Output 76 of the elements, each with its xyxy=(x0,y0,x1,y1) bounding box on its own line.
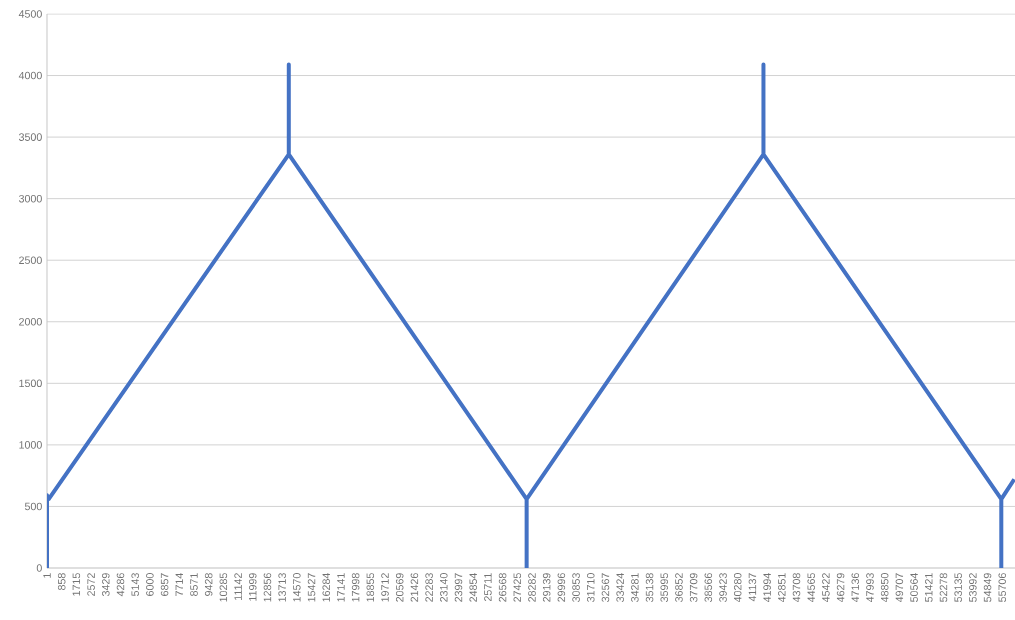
x-tick-label: 38566 xyxy=(704,573,713,602)
x-tick-label: 29996 xyxy=(557,573,566,602)
x-tick-label: 41994 xyxy=(763,573,771,603)
x-tick-label: 2572 xyxy=(87,573,95,596)
x-tick-label: 14570 xyxy=(293,573,301,602)
x-tick-label: 34281 xyxy=(631,573,639,602)
x-tick-label: 4286 xyxy=(116,573,125,597)
x-tick-label: 6857 xyxy=(160,573,169,596)
x-tick-label: 54849 xyxy=(983,573,992,602)
x-tick-label: 8571 xyxy=(190,573,198,596)
x-tick-label: 24854 xyxy=(469,573,477,602)
y-tick-label: 1000 xyxy=(19,441,42,449)
x-tick-label: 3429 xyxy=(102,573,110,597)
x-tick-label: 35995 xyxy=(660,573,669,602)
x-tick-label: 39423 xyxy=(719,573,727,602)
x-tick-label: 47136 xyxy=(851,573,860,603)
x-tick-label: 51421 xyxy=(924,573,933,602)
x-tick-label: 43708 xyxy=(792,573,801,603)
x-tick-label: 40280 xyxy=(733,573,742,603)
x-tick-label: 31710 xyxy=(586,573,595,602)
x-tick-label: 53135 xyxy=(954,573,962,602)
x-tick-label: 11142 xyxy=(234,573,242,600)
x-tick-label: 10285 xyxy=(219,573,228,602)
y-tick-label: 4500 xyxy=(18,10,42,18)
x-tick-label: 47993 xyxy=(866,573,874,603)
x-tick-label: 16284 xyxy=(322,573,331,602)
x-tick-label: 9428 xyxy=(204,573,213,596)
x-tick-label: 26568 xyxy=(498,573,507,602)
y-tick-label: 2500 xyxy=(19,256,42,264)
y-tick-label: 3500 xyxy=(18,133,42,141)
x-tick-label: 45422 xyxy=(822,573,830,603)
y-tick-label: 0 xyxy=(36,564,42,572)
x-tick-label: 27425 xyxy=(513,573,522,602)
x-tick-label: 41137 xyxy=(748,573,757,602)
x-tick-label: 858 xyxy=(57,573,66,591)
x-tick-label: 23997 xyxy=(454,573,463,602)
x-tick-label: 17998 xyxy=(351,573,360,602)
y-tick-label: 4000 xyxy=(18,71,42,80)
x-tick-label: 36852 xyxy=(675,573,683,602)
x-tick-label: 5143 xyxy=(131,573,139,597)
x-tick-label: 12856 xyxy=(263,573,272,602)
x-tick-label: 21426 xyxy=(410,573,419,602)
x-tick-label: 35138 xyxy=(645,573,654,602)
x-tick-label: 11999 xyxy=(248,573,257,601)
x-tick-label: 52278 xyxy=(939,573,948,602)
x-tick-label: 6000 xyxy=(146,573,154,596)
x-tick-label: 32567 xyxy=(601,573,610,602)
x-tick-label: 17141 xyxy=(337,573,345,602)
x-tick-label: 7714 xyxy=(175,573,183,596)
y-tick-label: 1500 xyxy=(19,379,42,388)
x-tick-label: 48850 xyxy=(880,573,889,603)
x-tick-label: 42851 xyxy=(778,573,786,603)
x-tick-label: 22283 xyxy=(425,573,433,602)
y-tick-label: 3000 xyxy=(18,194,42,203)
x-tick-label: 49707 xyxy=(895,573,904,603)
x-tick-label: 37709 xyxy=(689,573,698,602)
x-tick-label: 53992 xyxy=(969,573,977,602)
x-tick-label: 25711 xyxy=(484,573,492,602)
x-tick-label: 20569 xyxy=(395,573,404,602)
x-tick-label: 33424 xyxy=(616,573,624,602)
x-tick-label: 1715 xyxy=(72,573,81,596)
x-tick-label: 18855 xyxy=(366,573,375,602)
y-tick-label: 2000 xyxy=(19,317,42,326)
x-tick-label: 23140 xyxy=(440,573,448,602)
x-tick-label: 15427 xyxy=(307,573,316,602)
x-tick-label: 50564 xyxy=(910,573,918,602)
x-tick-label: 28282 xyxy=(528,573,536,602)
x-tick-label: 55706 xyxy=(998,573,1007,602)
x-tick-label: 19712 xyxy=(381,573,389,602)
x-tick-label: 46279 xyxy=(836,573,845,603)
x-tick-label: 1 xyxy=(43,573,51,578)
x-tick-label: 29139 xyxy=(542,573,551,602)
y-tick-label: 500 xyxy=(24,502,42,511)
x-tick-label: 13713 xyxy=(278,573,286,602)
x-tick-label: 30853 xyxy=(572,573,580,602)
x-tick-label: 44565 xyxy=(807,573,815,603)
